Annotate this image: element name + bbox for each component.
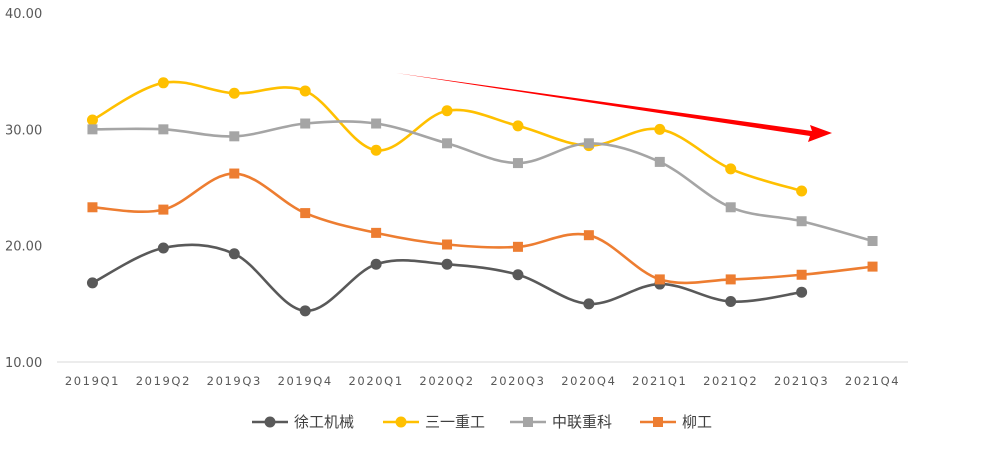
x-tick-label: 2021Q3 (774, 374, 829, 388)
x-tick-label: 2020Q1 (349, 374, 404, 388)
data-point (229, 131, 240, 142)
data-point (512, 241, 523, 252)
data-point (299, 305, 311, 317)
data-point (158, 124, 169, 135)
data-point (370, 144, 382, 156)
x-tick-label: 2021Q4 (845, 374, 900, 388)
x-tick-label: 2021Q1 (632, 374, 687, 388)
legend-marker (264, 416, 276, 428)
series-3 (87, 168, 878, 285)
data-point (157, 242, 169, 254)
y-axis-tick-labels: 10.00 20.00 30.00 40.00 (5, 7, 42, 371)
trend-arrow-shape (396, 73, 832, 142)
data-point (228, 87, 240, 99)
data-point (157, 77, 169, 89)
data-point (725, 163, 737, 175)
data-point (583, 230, 594, 241)
data-point (86, 114, 98, 126)
legend-label: 三一重工 (425, 413, 485, 431)
y-tick-label: 10.00 (5, 356, 42, 371)
x-tick-label: 2019Q3 (207, 374, 262, 388)
legend-item: 中联重科 (510, 413, 612, 431)
data-point (229, 168, 240, 179)
data-point (796, 269, 807, 280)
x-tick-label: 2020Q4 (561, 374, 616, 388)
data-point (512, 158, 523, 169)
legend: 徐工机械 三一重工 中联重科 柳工 (252, 413, 712, 431)
data-point (442, 138, 453, 149)
data-point (654, 123, 666, 135)
legend-label: 徐工机械 (294, 413, 354, 431)
y-tick-label: 30.00 (5, 123, 42, 138)
x-tick-label: 2020Q3 (490, 374, 545, 388)
legend-item: 三一重工 (383, 413, 485, 431)
x-tick-label: 2019Q2 (136, 374, 191, 388)
series-line (91, 172, 874, 285)
x-axis-tick-labels: 2019Q1 2019Q2 2019Q3 2019Q4 2020Q1 2020Q2 2020… (65, 374, 900, 388)
trend-arrow (396, 73, 832, 142)
legend-label: 中联重科 (552, 413, 612, 431)
data-point (654, 156, 665, 167)
data-point (796, 216, 807, 227)
y-tick-label: 40.00 (5, 7, 42, 22)
data-point (371, 118, 382, 129)
series-line (91, 120, 874, 243)
data-point (583, 138, 594, 149)
x-tick-label: 2021Q2 (703, 374, 758, 388)
series-2 (87, 118, 878, 247)
data-point (300, 118, 311, 129)
data-point (512, 120, 524, 132)
legend-label: 柳工 (682, 413, 712, 431)
legend-marker (653, 417, 663, 427)
data-point (442, 239, 453, 250)
series-0 (86, 242, 808, 317)
data-point (300, 208, 311, 219)
data-point (371, 227, 382, 238)
data-point (441, 258, 453, 270)
data-point (370, 258, 382, 270)
data-point (867, 261, 878, 272)
data-point (725, 296, 737, 308)
data-point (158, 204, 169, 215)
data-point (725, 202, 736, 213)
series-line (91, 243, 803, 313)
y-tick-label: 20.00 (5, 240, 42, 255)
data-point (796, 185, 808, 197)
legend-marker (395, 416, 407, 428)
series-1 (86, 77, 808, 197)
data-point (228, 248, 240, 260)
legend-marker (523, 417, 533, 427)
x-tick-label: 2019Q4 (278, 374, 333, 388)
x-tick-label: 2019Q1 (65, 374, 120, 388)
data-point (654, 274, 665, 285)
series-line (91, 80, 803, 193)
data-point (87, 124, 98, 135)
x-tick-label: 2020Q2 (419, 374, 474, 388)
data-point (299, 85, 311, 97)
legend-item: 柳工 (640, 413, 712, 431)
data-point (583, 298, 595, 310)
series-layer (86, 77, 878, 317)
data-point (867, 236, 878, 247)
data-point (87, 202, 98, 213)
data-point (441, 105, 453, 117)
data-point (796, 286, 808, 298)
data-point (725, 274, 736, 285)
data-point (86, 277, 98, 289)
data-point (512, 269, 524, 281)
legend-item: 徐工机械 (252, 413, 354, 431)
